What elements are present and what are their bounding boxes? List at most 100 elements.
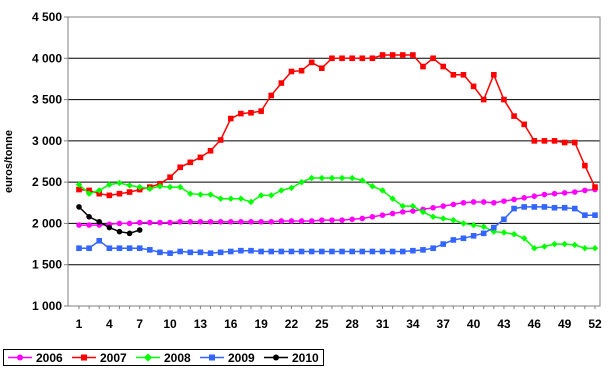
data-point-2008 — [450, 216, 457, 224]
y-tick-label: 3 500 — [32, 93, 62, 107]
x-tick-label: 13 — [194, 317, 208, 331]
y-tick-label: 2 000 — [32, 216, 62, 230]
legend-label-2007: 2007 — [100, 351, 127, 365]
data-point-2008 — [419, 208, 427, 216]
data-point-2006 — [136, 219, 143, 226]
data-point-2008 — [389, 195, 396, 202]
data-point-2008 — [176, 183, 184, 191]
data-point-2009 — [278, 248, 285, 255]
data-point-2008 — [541, 243, 548, 250]
data-point-2008 — [318, 174, 326, 182]
y-tick-label: 3 000 — [32, 134, 62, 148]
data-point-2009 — [157, 249, 163, 256]
data-point-2007 — [76, 186, 82, 193]
data-point-2006 — [551, 190, 558, 197]
data-point-2008 — [217, 195, 224, 202]
data-point-2009 — [177, 248, 183, 255]
data-point-2006 — [389, 210, 396, 217]
x-tick-label: 52 — [588, 317, 602, 331]
data-point-2006 — [319, 217, 325, 223]
data-point-2009 — [76, 245, 82, 251]
data-point-2007 — [167, 174, 173, 180]
data-point-2006 — [480, 199, 487, 205]
data-point-2006 — [440, 203, 447, 209]
plot-frame — [67, 16, 601, 307]
legend: 2006 2007 2008 2009 2010 — [3, 349, 324, 366]
data-point-2007 — [177, 164, 183, 171]
data-point-2009 — [268, 248, 275, 255]
data-point-2006 — [582, 187, 588, 194]
y-tick-label: 1 500 — [32, 258, 62, 272]
data-point-2007 — [187, 159, 194, 166]
y-tick-label: 2 500 — [32, 175, 62, 189]
data-point-2007 — [420, 63, 426, 70]
x-tick-label: 25 — [315, 317, 329, 331]
data-point-2008 — [298, 178, 305, 186]
data-point-2009 — [167, 250, 173, 256]
data-point-2008 — [440, 215, 447, 222]
data-point-2009 — [410, 247, 416, 254]
data-point-2006 — [177, 218, 183, 225]
data-point-2007 — [541, 138, 548, 144]
data-point-2009 — [541, 204, 548, 210]
data-point-2007 — [207, 147, 214, 154]
data-point-2008 — [348, 174, 356, 182]
data-point-2006 — [308, 218, 315, 224]
x-tick-label: 34 — [406, 317, 420, 331]
series-2006 — [76, 186, 598, 228]
data-point-2007 — [227, 115, 234, 122]
data-point-2007 — [470, 83, 477, 90]
data-point-2007 — [126, 189, 133, 195]
data-point-2008 — [531, 245, 538, 252]
data-point-2007 — [359, 55, 366, 62]
data-point-2006 — [491, 199, 497, 206]
data-point-2008 — [308, 174, 315, 182]
data-point-2009 — [106, 245, 113, 251]
data-point-2009 — [197, 249, 204, 256]
data-point-2006 — [258, 218, 264, 225]
data-point-2009 — [491, 224, 497, 231]
data-point-2007 — [571, 139, 578, 146]
data-point-2006 — [278, 218, 285, 224]
data-point-2006 — [359, 215, 366, 222]
data-point-2008 — [96, 187, 103, 194]
data-point-2009 — [399, 248, 406, 255]
data-point-2006 — [531, 193, 538, 199]
x-tick-label: 7 — [136, 317, 143, 331]
data-point-2008 — [520, 235, 528, 242]
data-point-2006 — [339, 217, 345, 223]
data-point-2008 — [571, 241, 578, 249]
data-point-2010 — [86, 214, 92, 220]
data-point-2006 — [126, 220, 133, 227]
data-point-2007 — [238, 110, 244, 117]
data-point-2009 — [440, 241, 447, 247]
data-point-2009 — [329, 248, 335, 255]
data-point-2006 — [248, 218, 254, 225]
data-point-2006 — [207, 218, 214, 225]
data-point-2009 — [430, 245, 436, 251]
data-point-2006 — [450, 201, 457, 208]
legend-label-2010: 2010 — [292, 351, 319, 365]
data-point-2008 — [227, 195, 234, 202]
data-point-2010 — [76, 204, 82, 210]
data-point-2007 — [319, 65, 325, 71]
data-point-2009 — [258, 248, 264, 255]
data-point-2006 — [329, 217, 335, 223]
data-point-2007 — [460, 72, 467, 78]
legend-label-2009: 2009 — [228, 351, 255, 365]
legend-label-2006: 2006 — [36, 351, 63, 365]
data-point-2009 — [359, 248, 366, 255]
data-point-2009 — [531, 204, 538, 210]
data-point-2009 — [389, 248, 396, 255]
data-point-2009 — [470, 233, 477, 239]
data-point-2006 — [217, 218, 224, 225]
data-point-2008 — [166, 183, 174, 191]
data-point-2008 — [460, 220, 467, 227]
data-point-2009 — [116, 245, 123, 251]
data-point-2007 — [268, 92, 275, 99]
data-point-2007 — [440, 63, 447, 70]
y-tick-label: 4 500 — [32, 10, 62, 24]
data-point-2009 — [86, 245, 92, 251]
data-point-2008 — [561, 240, 568, 248]
data-point-2008 — [470, 221, 477, 229]
